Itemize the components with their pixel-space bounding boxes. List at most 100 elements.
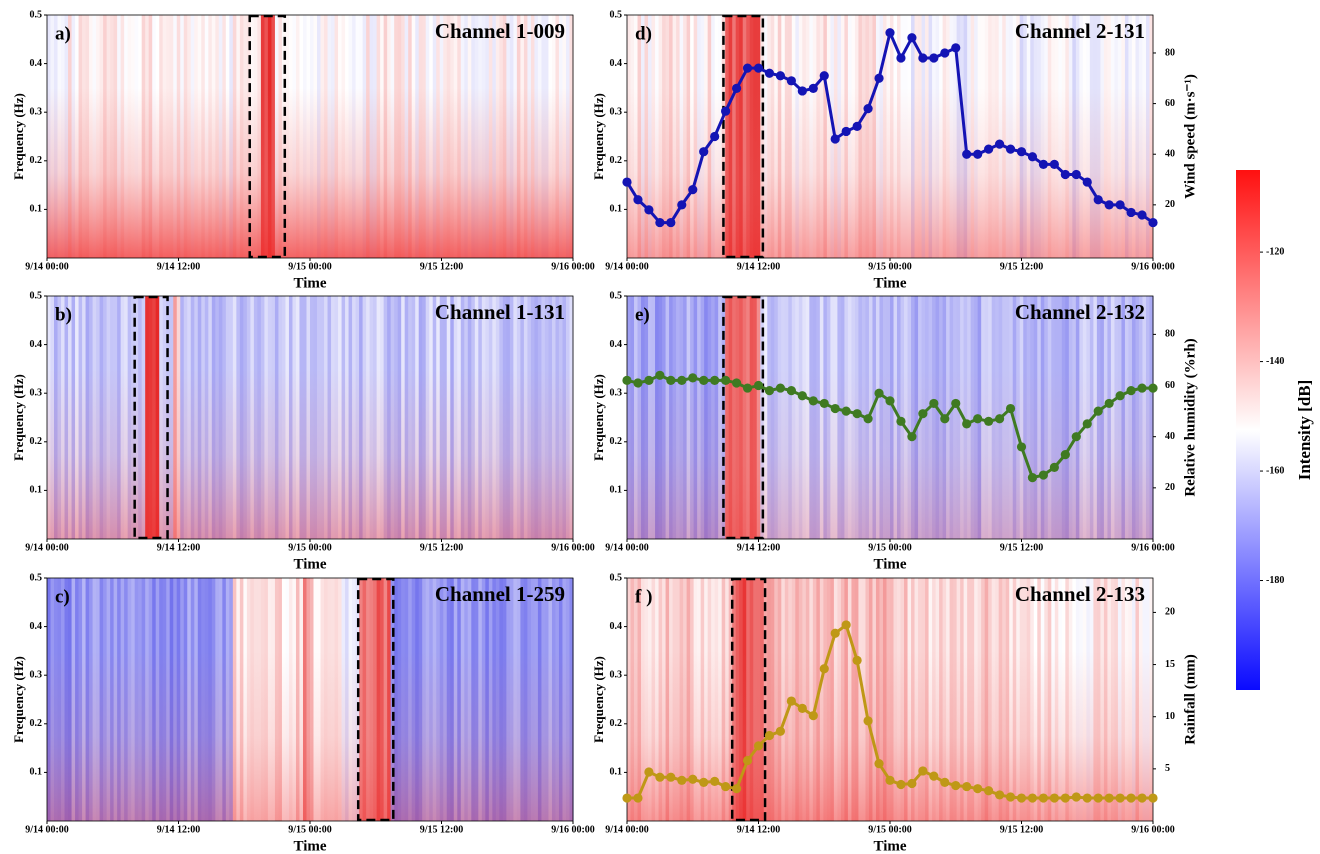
series-point (699, 147, 709, 157)
series-point (1038, 470, 1049, 480)
series-point (907, 778, 917, 789)
y2-tick-label: 10 (1165, 711, 1175, 722)
y-axis-label: Frequency (Hz) (11, 374, 26, 461)
series-point (1027, 793, 1038, 803)
series-point (1082, 177, 1092, 187)
x-tick-label: 9/16 00:00 (1131, 824, 1175, 835)
series-point (655, 772, 665, 782)
x-axis-label: Time (293, 556, 326, 572)
series-point (973, 149, 983, 159)
series-point (710, 131, 720, 142)
panel: 0.1 0.2 0.3 0.4 0.5 9/14 00:00 9/14 12:00 9/15 … (591, 572, 1198, 854)
series-point (852, 409, 862, 419)
series-point (830, 403, 840, 414)
panel-title: Channel 2-131 (1015, 19, 1145, 43)
x-tick-label: 9/16 00:00 (1131, 542, 1175, 553)
panel-title: Channel 1-009 (435, 19, 565, 43)
series-point (633, 793, 643, 803)
series-point (1049, 793, 1059, 803)
series-point (973, 414, 983, 424)
y-tick-label: 0.3 (30, 387, 43, 398)
y-axis-label: Frequency (Hz) (11, 656, 26, 743)
series-point (786, 386, 796, 396)
y-axis-label: Frequency (Hz) (591, 374, 606, 461)
series-point (753, 741, 764, 751)
y-tick-label: 0.1 (30, 767, 43, 778)
series-point (819, 664, 829, 674)
series-point (885, 28, 895, 38)
series-point (1016, 793, 1027, 803)
series-point (666, 772, 676, 782)
series-point (688, 373, 698, 383)
series-point (940, 414, 950, 424)
y-tick-label: 0.2 (610, 155, 623, 166)
highlight-box (722, 14, 765, 259)
panel-title: Channel 2-132 (1015, 300, 1145, 324)
series-point (1115, 200, 1125, 210)
series-point (874, 759, 884, 769)
y-tick-label: 0.3 (610, 106, 623, 117)
y2-tick-label: 40 (1165, 431, 1175, 442)
series-point (1071, 169, 1081, 180)
y2-tick-label: 80 (1165, 329, 1175, 340)
series-point (699, 375, 709, 386)
colorbar-tick-label: -120 (1266, 246, 1284, 257)
y-axis-label: Frequency (Hz) (591, 656, 606, 743)
series-point (1049, 462, 1059, 472)
series-point (655, 217, 665, 228)
y-tick-label: 0.4 (30, 621, 43, 632)
series-point (655, 370, 665, 380)
x-tick-label: 9/14 12:00 (737, 824, 781, 835)
x-tick-label: 9/15 00:00 (288, 542, 332, 553)
y-tick-label: 0.1 (610, 485, 623, 496)
series-point (896, 53, 906, 63)
series-point (940, 48, 950, 58)
series-point (644, 767, 654, 777)
series-point (984, 786, 994, 796)
series-point (1104, 200, 1114, 210)
series-point (962, 149, 972, 159)
series-point (929, 53, 939, 63)
series-point (786, 696, 796, 706)
spectrogram-floor (627, 15, 1153, 258)
panel: 0.1 0.2 0.3 0.4 0.5 9/14 00:00 9/14 12:00 9/15 … (11, 9, 595, 291)
y2-tick-label: 5 (1165, 763, 1170, 774)
series-point (797, 86, 807, 96)
series-point (1038, 159, 1049, 169)
series-point (918, 53, 928, 63)
y2-axis-label: Relative humidity (%rh) (1182, 338, 1198, 496)
y-tick-label: 0.4 (610, 58, 623, 69)
series-point (896, 779, 906, 790)
x-tick-label: 9/14 00:00 (25, 542, 69, 553)
series-point (742, 383, 753, 393)
series-point (797, 391, 807, 401)
x-axis-label: Time (293, 838, 326, 854)
x-tick-label: 9/14 12:00 (157, 824, 201, 835)
series-point (1060, 793, 1070, 803)
series-point (1115, 391, 1125, 401)
y2-tick-label: 20 (1165, 482, 1175, 493)
colorbar-tick-label: -180 (1266, 575, 1284, 586)
series-point (1093, 406, 1103, 416)
x-tick-label: 9/15 12:00 (1000, 824, 1044, 835)
colorbar-tick-label: -160 (1266, 465, 1284, 476)
series-point (929, 398, 939, 409)
series-point (666, 217, 676, 228)
series-point (1115, 793, 1125, 803)
series-point (984, 144, 994, 154)
series-point (710, 375, 720, 386)
series-point (1137, 210, 1147, 220)
highlight-box (248, 14, 287, 259)
series-point (721, 375, 731, 386)
x-tick-label: 9/15 12:00 (420, 261, 464, 272)
series-point (1071, 792, 1081, 802)
panel: 0.1 0.2 0.3 0.4 0.5 9/14 00:00 9/14 12:00 9/15 … (591, 9, 1198, 291)
y-tick-label: 0.4 (30, 58, 43, 69)
series-point (622, 793, 632, 803)
panel-label: d) (635, 23, 652, 44)
spectrogram-floor (47, 15, 573, 258)
series-point (852, 121, 862, 131)
panel-label: c) (55, 586, 70, 607)
series-point (984, 416, 994, 426)
y-tick-label: 0.3 (30, 106, 43, 117)
